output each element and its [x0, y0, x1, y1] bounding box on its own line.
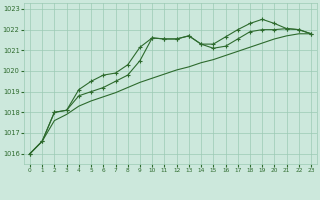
Text: Graphe pression niveau de la mer (hPa): Graphe pression niveau de la mer (hPa) — [72, 180, 248, 188]
